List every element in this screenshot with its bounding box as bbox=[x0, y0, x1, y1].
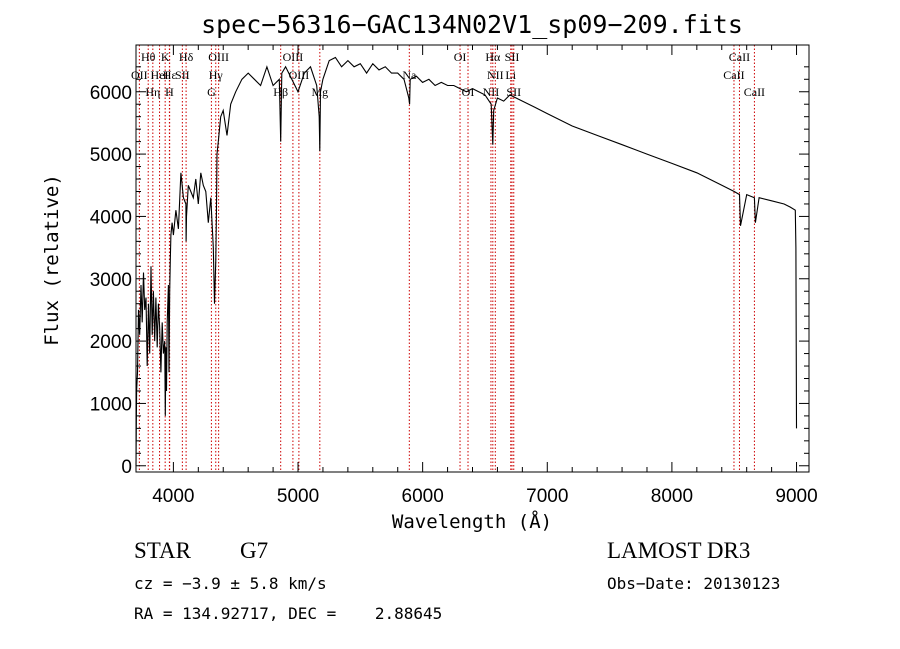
subclass: G7 bbox=[240, 538, 269, 563]
line-marker-label: NII bbox=[483, 85, 500, 99]
line-marker-label: NII bbox=[487, 68, 504, 82]
line-marker-label: HeI bbox=[151, 68, 169, 82]
y-tick-label: 0 bbox=[121, 457, 132, 478]
survey-name: LAMOST DR3 bbox=[607, 538, 751, 563]
line-marker-lines bbox=[138, 45, 755, 472]
object-class: STAR bbox=[134, 538, 191, 563]
line-marker-label: Hβ bbox=[273, 85, 288, 99]
plot-frame bbox=[135, 44, 810, 473]
line-marker-label: OIII bbox=[283, 50, 304, 64]
y-tick-label: 6000 bbox=[90, 83, 132, 104]
line-marker-label: Hα bbox=[485, 50, 501, 64]
redshift-cz: cz = −3.9 ± 5.8 km/s bbox=[134, 574, 327, 593]
line-marker-label: Li bbox=[505, 68, 516, 82]
ra-dec: RA = 134.92717, DEC = 2.88645 bbox=[134, 604, 443, 623]
obs-date: Obs−Date: 20130123 bbox=[607, 574, 781, 593]
y-tick-label: 1000 bbox=[90, 394, 132, 415]
x-tick-label: 8000 bbox=[651, 486, 693, 507]
chart-title: spec−56316−GAC134N02V1_sp09−209.fits bbox=[201, 10, 743, 39]
line-marker-label: SII bbox=[175, 68, 190, 82]
line-marker-label: CaII bbox=[729, 50, 750, 64]
line-marker-label: H bbox=[165, 85, 174, 99]
x-axis-label: Wavelength (Å) bbox=[392, 510, 552, 533]
x-axis-ticks: 4000 5000 6000 7000 8000 9000 bbox=[152, 45, 818, 507]
y-tick-label: 4000 bbox=[90, 207, 132, 228]
line-marker-label: CaII bbox=[744, 85, 765, 99]
line-marker-label: Hε bbox=[163, 68, 177, 82]
x-tick-label: 4000 bbox=[152, 486, 194, 507]
line-marker-label: K bbox=[161, 50, 170, 64]
y-axis-label: Flux (relative) bbox=[41, 174, 63, 346]
line-marker-label: SII bbox=[505, 50, 520, 64]
line-marker-label: Hη bbox=[145, 85, 160, 99]
y-tick-label: 3000 bbox=[90, 270, 132, 291]
x-tick-label: 9000 bbox=[775, 486, 817, 507]
y-axis-ticks: 0 1000 2000 3000 4000 5000 6000 bbox=[90, 66, 809, 478]
line-marker-label: OII bbox=[131, 68, 148, 82]
line-marker-label: OI bbox=[454, 50, 467, 64]
line-marker-label: CaII bbox=[723, 68, 744, 82]
y-tick-label: 5000 bbox=[90, 145, 132, 166]
line-marker-label: Hθ bbox=[141, 50, 156, 64]
y-tick-label: 2000 bbox=[90, 332, 132, 353]
line-marker-label: G bbox=[207, 85, 216, 99]
line-marker-label: Hδ bbox=[179, 50, 194, 64]
line-marker-label: Na bbox=[402, 68, 417, 82]
line-marker-label: Mg bbox=[311, 85, 328, 99]
line-marker-label: Hγ bbox=[209, 68, 224, 82]
spectrum-line bbox=[135, 56, 798, 466]
x-tick-label: 5000 bbox=[277, 486, 319, 507]
x-tick-label: 6000 bbox=[402, 486, 444, 507]
line-marker-label: OI bbox=[462, 85, 475, 99]
x-tick-label: 7000 bbox=[526, 486, 568, 507]
line-marker-label: OIII bbox=[289, 68, 310, 82]
line-marker-label: OIII bbox=[208, 50, 229, 64]
